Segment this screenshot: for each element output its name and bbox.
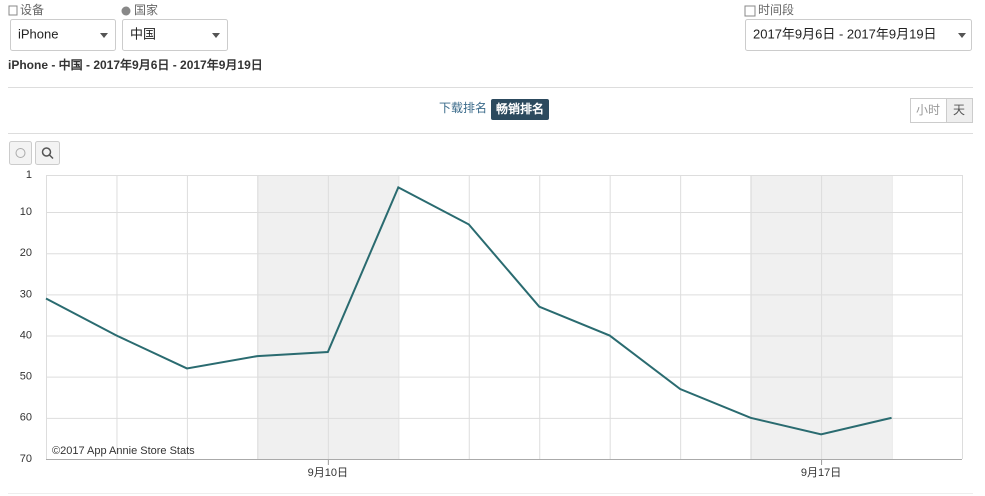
x-tick-label: 9月10日 [308,467,348,479]
device-value: iPhone [18,26,58,41]
y-tick-label: 30 [20,288,32,300]
reset-zoom-button[interactable] [9,141,32,165]
y-tick-label: 20 [20,247,32,259]
period-value: 2017年9月6日 - 2017年9月19日 [753,26,937,41]
x-tick-label: 9月17日 [801,467,841,479]
y-tick-label: 60 [20,412,32,424]
dropdown-arrow [100,33,108,38]
subtitle: iPhone - 中国 - 2017年9月6日 - 2017年9月19日 [8,57,263,72]
device-dropdown[interactable] [10,19,116,51]
y-tick-label: 70 [20,453,32,465]
y-tick-label: 40 [20,329,32,341]
plot: 9月10日 9月17日 1 10 20 30 40 50 60 70 [20,169,963,479]
period-dropdown[interactable] [745,19,972,51]
device-icon [8,5,18,16]
tab-active[interactable]: 畅销排名 [496,101,544,116]
granularity-label: 天 [953,103,965,117]
line-series [45,185,892,436]
period-label: 时间段 [758,2,794,17]
y-tick-label: 10 [20,206,32,218]
device-label: 设备 [20,3,44,17]
country-dropdown[interactable] [122,19,228,51]
calendar-icon [744,5,756,17]
country-label: 国家 [134,2,158,17]
tab[interactable]: 下载排名 [439,100,487,115]
dropdown-arrow [958,33,966,38]
zoom-icon-handle [48,154,54,160]
y-tick-label: 1 [26,169,32,181]
y-tick-label: 50 [20,371,32,383]
country-value: 中国 [130,26,156,41]
dropdown-arrow [212,33,220,38]
globe-icon [121,6,131,16]
granularity-button-active[interactable] [946,98,973,123]
weekend-band [257,175,398,459]
granularity-label: 小时 [916,103,940,117]
credit: ©2017 App Annie Store Stats [52,445,195,457]
zoom-icon [41,147,52,157]
zoom-button[interactable] [35,141,60,165]
weekend-band [750,175,891,459]
tab-active-bg[interactable] [491,99,549,120]
reset-icon [15,148,26,158]
